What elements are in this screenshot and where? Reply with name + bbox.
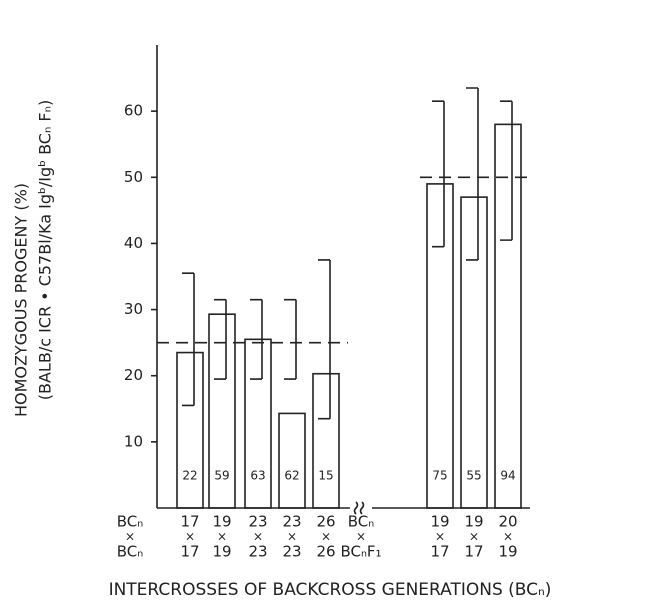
x-tick-label: × <box>185 530 195 544</box>
n-label: 15 <box>318 469 333 483</box>
bar <box>278 412 306 509</box>
x-tick-label: × <box>356 530 366 544</box>
y-tick-label: 10 <box>124 432 143 450</box>
x-tick-label: 17 <box>180 513 199 531</box>
bar <box>460 196 488 509</box>
row-label: × <box>125 530 135 544</box>
x-tick-label: × <box>503 530 513 544</box>
x-tick-label: 23 <box>282 513 301 531</box>
x-tick-label: BCₙF₁ <box>340 543 381 561</box>
y-tick-label: 60 <box>124 102 143 120</box>
x-tick-label: × <box>287 530 297 544</box>
y-tick-label: 30 <box>124 300 143 318</box>
bar <box>312 372 340 509</box>
x-tick-label: 20 <box>498 513 517 531</box>
bar <box>176 351 204 509</box>
error-bar <box>182 272 195 407</box>
bar <box>244 338 272 509</box>
row-label: BCₙ <box>117 543 144 561</box>
x-tick-label: 19 <box>212 543 231 561</box>
x-axis-title: INTERCROSSES OF BACKCROSS GENERATIONS (B… <box>109 580 552 600</box>
x-tick-label: 19 <box>430 513 449 531</box>
x-tick-label: 17 <box>430 543 449 561</box>
x-tick-label: 26 <box>316 513 335 531</box>
x-tick-label: 19 <box>212 513 231 531</box>
y-tick-label: 20 <box>124 366 143 384</box>
x-tick-label: × <box>321 530 331 544</box>
error-bar <box>284 298 297 380</box>
x-tick-label: 23 <box>282 543 301 561</box>
n-label: 63 <box>250 469 265 483</box>
bar <box>208 313 236 509</box>
error-bar <box>318 259 331 420</box>
x-tick-label: 17 <box>464 543 483 561</box>
error-bar <box>432 100 445 248</box>
n-label: 94 <box>500 469 515 483</box>
x-tick-label: × <box>253 530 263 544</box>
x-tick-label: 19 <box>464 513 483 531</box>
bar <box>426 183 454 509</box>
x-tick-label: 23 <box>248 513 267 531</box>
n-label: 59 <box>214 469 229 483</box>
y-axis-title: HOMOZYGOUS PROGENY (%) <box>12 183 31 417</box>
axis-break <box>353 501 365 515</box>
error-bar <box>500 100 513 241</box>
x-tick-label: 17 <box>180 543 199 561</box>
error-bar <box>214 298 227 380</box>
error-bar <box>466 87 479 261</box>
n-label: 75 <box>432 469 447 483</box>
x-tick-label: × <box>217 530 227 544</box>
x-tick-label: 23 <box>248 543 267 561</box>
error-bar <box>250 298 263 380</box>
y-tick-label: 40 <box>124 234 143 252</box>
n-label: 55 <box>466 469 481 483</box>
bar <box>494 123 522 509</box>
x-tick-label: × <box>469 530 479 544</box>
x-tick-label: 19 <box>498 543 517 561</box>
x-tick-label: × <box>435 530 445 544</box>
n-label: 22 <box>182 469 197 483</box>
y-axis-subtitle: (BALB/c ICR • C57Bl/Ka Igᵇ/Igᵇ BCₙ Fₙ) <box>36 100 55 400</box>
row-label: BCₙ <box>117 513 144 531</box>
n-label: 62 <box>284 469 299 483</box>
x-tick-label: BCₙ <box>348 513 375 531</box>
y-tick-label: 50 <box>124 168 143 186</box>
x-tick-label: 26 <box>316 543 335 561</box>
